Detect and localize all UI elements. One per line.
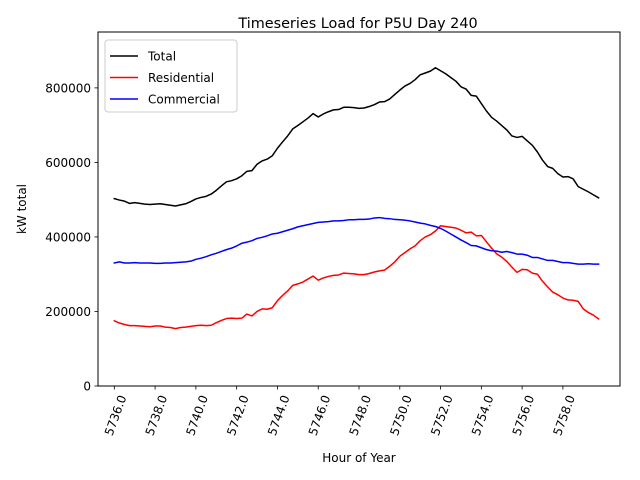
chart-title: Timeseries Load for P5U Day 240	[237, 16, 477, 32]
y-tick-label: 200000	[45, 305, 91, 319]
y-tick-label: 400000	[45, 230, 91, 244]
y-tick-label: 800000	[45, 81, 91, 95]
legend-label: Commercial	[148, 93, 220, 107]
y-axis: 0 200000 400000 600000 800000	[45, 81, 98, 394]
legend: Total Residential Commercial	[104, 39, 238, 113]
y-axis-label: kW total	[15, 184, 29, 234]
series-line-total	[113, 67, 600, 207]
series-line-residential	[113, 225, 600, 330]
plot-content	[113, 67, 600, 330]
y-tick-label: 0	[83, 380, 91, 394]
legend-label: Total	[147, 50, 176, 64]
series-line-commercial	[113, 216, 600, 265]
y-tick-label: 600000	[45, 156, 91, 170]
legend-label: Residential	[148, 71, 214, 85]
legend-box	[104, 39, 238, 113]
x-axis-label: Hour of Year	[322, 451, 396, 465]
